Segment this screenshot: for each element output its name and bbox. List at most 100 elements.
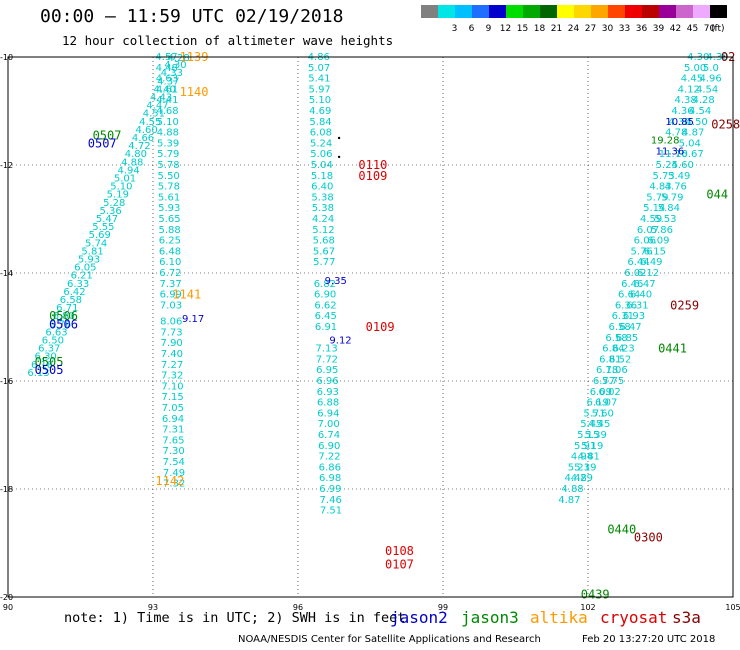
swh-value: 6.58 <box>605 333 627 344</box>
swh-value: 5.68 <box>313 236 335 247</box>
swh-value: 6.64 <box>618 290 640 301</box>
swh-value: 6.93 <box>623 311 645 322</box>
swh-value: 11.76 <box>659 149 688 160</box>
swh-value: 7.15 <box>162 392 184 403</box>
swh-value: 5.93 <box>158 203 180 214</box>
swh-value: 5.00 <box>684 63 706 74</box>
lon-tick-label: 99 <box>438 603 448 612</box>
swh-value: 7.72 <box>316 354 338 365</box>
swh-value: 4.94 <box>571 452 593 463</box>
swh-value: 6.07 <box>637 225 659 236</box>
scale-swatch <box>693 5 710 18</box>
swh-value: 6.91 <box>315 322 337 333</box>
swh-value: 4.36 <box>671 106 693 117</box>
scale-swatch <box>489 5 506 18</box>
swh-value: 4.45 <box>588 419 610 430</box>
swh-value: 4.83 <box>649 182 671 193</box>
scale-swatch <box>472 5 489 18</box>
swh-value: 6.88 <box>317 398 339 409</box>
swh-value: 7.27 <box>161 360 183 371</box>
swh-value: 5.91 <box>574 441 596 452</box>
swh-value: 6.47 <box>633 279 655 290</box>
swh-value: 5.18 <box>311 171 333 182</box>
swh-value: 4.30 <box>668 117 690 128</box>
swh-value: 5.81 <box>81 246 103 257</box>
scale-label: 21 <box>550 24 563 34</box>
swh-value: 5.24 <box>656 160 678 171</box>
pass-time-jason3: 044 <box>706 188 728 202</box>
swh-value: 5.97 <box>309 84 331 95</box>
swh-value: 7.90 <box>161 338 183 349</box>
swh-value: 5.14 <box>643 203 665 214</box>
swh-value: 4.88 <box>561 484 583 495</box>
swh-value: 4.24 <box>312 214 334 225</box>
swh-value: 5.06 <box>310 149 332 160</box>
swh-value: 6.06 <box>634 236 656 247</box>
swh-value: 6.05 <box>74 263 96 274</box>
swh-value: 5.39 <box>157 138 179 149</box>
lon-tick-label: 105 <box>725 603 740 612</box>
pass-time-altika: 1141 <box>172 288 201 302</box>
swh-value: 4.78 <box>665 128 687 139</box>
swh-value: 7.51 <box>320 506 342 517</box>
swh-value: 6.90 <box>318 441 340 452</box>
swh-value: 4.76 <box>665 182 687 193</box>
lon-tick-label: 102 <box>580 603 595 612</box>
pass-time-jason3: 0505 <box>35 355 64 369</box>
swh-value: 6.18 <box>596 365 618 376</box>
swh-value: 4.12 <box>678 84 700 95</box>
swh-value: 4.37 <box>157 76 179 87</box>
swh-value: 5.04 <box>311 160 333 171</box>
swh-value: 6.52 <box>609 354 631 365</box>
legend-s3a: s3a <box>672 608 701 627</box>
scale-label: 12 <box>499 24 512 34</box>
swh-value: 5.04 <box>679 138 701 149</box>
swh-value: 6.86 <box>319 462 341 473</box>
swh-highlight-value: 19.28 <box>651 136 680 147</box>
scale-swatch <box>540 5 557 18</box>
swh-value: 6.36 <box>615 300 637 311</box>
swh-value: 6.42 <box>63 287 85 298</box>
swh-value: 7.65 <box>162 435 184 446</box>
swh-value: 5.24 <box>310 138 332 149</box>
pass-time-jason3: 0506 <box>49 309 78 323</box>
swh-value: 6.12 <box>637 268 659 279</box>
pass-time-jason3: 0440 <box>607 523 636 537</box>
lat-tick-label: -16 <box>0 377 13 386</box>
scale-label: 36 <box>635 24 648 34</box>
lon-tick-label: 96 <box>293 603 303 612</box>
swh-value: 7.30 <box>162 446 184 457</box>
swh-value: 6.74 <box>318 430 340 441</box>
swh-value: 6.23 <box>612 344 634 355</box>
swh-value: 4.50 <box>686 117 708 128</box>
swh-value: 4.72 <box>128 141 150 152</box>
swh-value: 5.38 <box>312 203 334 214</box>
swh-value: 5.47 <box>96 214 118 225</box>
footer-note: note: 1) Time is in UTC; 2) SWH is in fe… <box>64 610 406 626</box>
swh-value: 5.45 <box>580 419 602 430</box>
swh-value: 4.29 <box>571 473 593 484</box>
swh-value: 5.36 <box>99 206 121 217</box>
swh-value: 6.80 <box>53 311 75 322</box>
pass-time-altika: 1142 <box>155 474 184 488</box>
swh-value: 5.74 <box>85 238 107 249</box>
swh-value: 5.76 <box>631 246 653 257</box>
swh-value: 4.28 <box>692 95 714 106</box>
pass-time-cryosat: 0109 <box>366 320 395 334</box>
pass-time-labels: 1139114011411142050705070506050605050505… <box>35 50 740 601</box>
swh-highlight-value: 9.12 <box>329 336 351 347</box>
scale-label: 15 <box>516 24 529 34</box>
swh-value: 5.23 <box>568 462 590 473</box>
swh-value: 4.96 <box>699 74 721 85</box>
track-point <box>337 155 341 159</box>
swh-value: 6.40 <box>630 290 652 301</box>
swh-value: 4.41 <box>156 95 178 106</box>
map-frame <box>7 56 734 598</box>
pass-time-jason2: 0505 <box>35 363 64 377</box>
swh-value: 5.60 <box>592 408 614 419</box>
swh-value: 4.48 <box>156 63 178 74</box>
scale-label: 24 <box>567 24 580 34</box>
scale-swatch <box>591 5 608 18</box>
swh-value: 5.79 <box>157 149 179 160</box>
